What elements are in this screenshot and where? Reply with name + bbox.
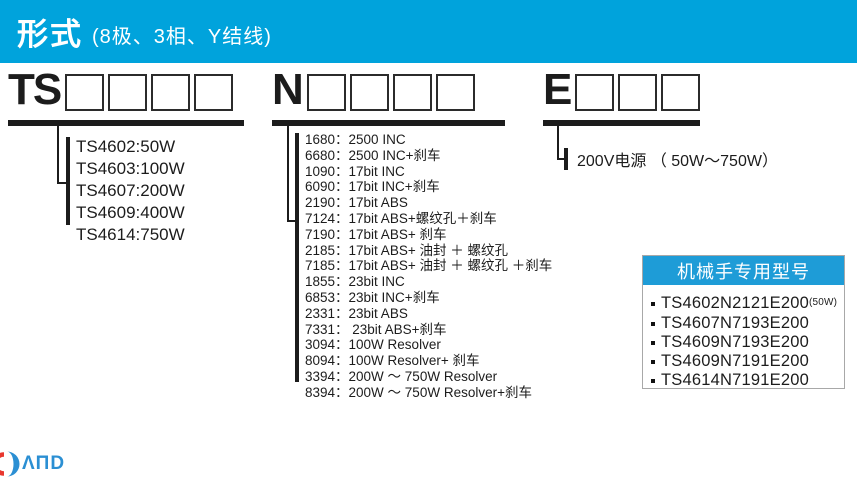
ts-model-item: TS4614:750W	[76, 225, 185, 244]
ts-model-list: TS4602:50W TS4603:100W TS4607:200W TS4609:4…	[76, 136, 185, 246]
ts-code-boxes	[65, 74, 234, 111]
code-box	[151, 74, 191, 111]
ts-underline	[8, 120, 244, 126]
n-option-item: 2190：17bit ABS	[305, 195, 408, 211]
n-option-item: 2185：17bit ABS+ 油封 ＋ 螺纹孔	[305, 242, 508, 258]
robot-model-code: TS4602N2121E200	[661, 294, 809, 312]
robot-model-item: TS4609N7193E200	[651, 333, 844, 352]
code-box	[194, 74, 234, 111]
robot-model-power: (50W)	[808, 297, 838, 308]
n-option-item: 3094：100W Resolver	[305, 337, 441, 353]
robot-model-item: TS4614N7191E200	[651, 371, 844, 390]
bullet-square-icon	[651, 301, 655, 306]
n-option-item: 7124：17bit ABS+螺纹孔＋刹车	[305, 210, 497, 226]
n-option-item: 1680：2500 INC	[305, 132, 406, 147]
e-prefix: E	[543, 65, 572, 114]
robot-model-code: TS4609N7191E200	[661, 352, 809, 370]
ts-prefix: TS	[8, 65, 62, 114]
robot-models-panel: 机械手专用型号 TS4602N2121E200 (50W) TS4607N719…	[642, 255, 845, 389]
code-box	[575, 74, 615, 111]
brand-logo: ΛПD	[0, 451, 65, 477]
n-option-item: 7185：17bit ABS+ 油封 ＋ 螺纹孔 ＋刹车	[305, 258, 553, 274]
code-box	[306, 74, 346, 111]
code-box	[349, 74, 389, 111]
e-code-boxes	[575, 74, 701, 111]
code-box	[661, 74, 701, 111]
code-box	[392, 74, 432, 111]
n-option-list: 1680：2500 INC 6680：2500 INC+刹车 1090：17bit …	[305, 132, 552, 401]
bullet-square-icon	[651, 378, 655, 383]
robot-model-item: TS4602N2121E200 (50W)	[651, 293, 844, 314]
n-option-item: 7190：17bit ABS+ 刹车	[305, 226, 447, 242]
code-box	[65, 74, 105, 111]
page-subtitle: (8极、3相、Y结线)	[92, 25, 272, 48]
robot-panel-title: 机械手专用型号	[643, 256, 844, 285]
ts-model-item: TS4609:400W	[76, 203, 185, 222]
section-e-code: E 200V电源 （ 50W～750W）	[543, 65, 778, 170]
page-title: 形式	[17, 17, 83, 52]
n-underline	[272, 120, 505, 126]
code-box	[108, 74, 148, 111]
e-note-tick	[564, 148, 568, 170]
n-option-item: 3394：200W ～ 750W Resolver	[305, 368, 498, 384]
robot-model-item: TS4607N7193E200	[651, 314, 844, 333]
n-option-item: 6680：2500 INC+刹车	[305, 147, 441, 163]
robot-model-code: TS4607N7193E200	[661, 314, 809, 332]
e-underline	[543, 120, 700, 126]
code-box	[618, 74, 658, 111]
robot-model-list: TS4602N2121E200 (50W) TS4607N7193E200 TS…	[643, 285, 844, 390]
n-option-item: 1090：17bit INC	[305, 163, 405, 179]
ts-code-row: TS	[8, 65, 244, 114]
e-connector-horizontal	[557, 158, 566, 160]
ts-connector-vertical	[57, 126, 59, 184]
n-prefix: N	[272, 65, 304, 114]
ts-model-item: TS4607:200W	[76, 181, 185, 200]
n-option-item: 7331： 23bit ABS+刹车	[305, 321, 447, 337]
n-option-item: 2331：23bit ABS	[305, 305, 408, 321]
n-option-item: 8394：200W ～ 750W Resolver+刹车	[305, 384, 532, 400]
split-circle-icon	[0, 451, 20, 477]
n-connector-vertical	[287, 126, 289, 222]
code-box	[435, 74, 475, 111]
e-power-note: 200V电源 （ 50W～750W）	[577, 153, 778, 170]
n-option-item: 8094：100W Resolver+ 刹车	[305, 353, 480, 369]
n-list-bracket	[295, 133, 299, 382]
n-code-boxes	[306, 74, 475, 111]
brand-logo-text: ΛПD	[22, 453, 66, 474]
header-bar: 形式 (8极、3相、Y结线)	[0, 0, 857, 63]
n-option-item: 1855：23bit INC	[305, 274, 405, 290]
section-n-code: N 1680：2500 INC 6680：2500 INC+刹车 1090：17bi…	[272, 65, 552, 400]
n-connector-horizontal	[287, 220, 297, 222]
robot-model-code: TS4609N7193E200	[661, 333, 809, 351]
ts-connector-horizontal	[57, 182, 70, 184]
bullet-square-icon	[651, 340, 655, 345]
ts-model-item: TS4603:100W	[76, 159, 185, 178]
n-code-row: N	[272, 65, 505, 114]
e-connector-vertical	[557, 126, 559, 160]
robot-model-code: TS4614N7191E200	[661, 371, 809, 389]
bullet-square-icon	[651, 359, 655, 364]
bullet-square-icon	[651, 321, 655, 326]
e-code-row: E	[543, 65, 701, 114]
ts-list-bracket	[66, 137, 70, 225]
ts-model-item: TS4602:50W	[76, 137, 176, 156]
n-option-item: 6853：23bit INC+刹车	[305, 289, 440, 305]
n-option-item: 6090：17bit INC+刹车	[305, 179, 440, 195]
robot-model-item: TS4609N7191E200	[651, 352, 844, 371]
section-ts-code: TS TS4602:50W TS4603:100W TS4607:200W TS460…	[8, 65, 244, 244]
